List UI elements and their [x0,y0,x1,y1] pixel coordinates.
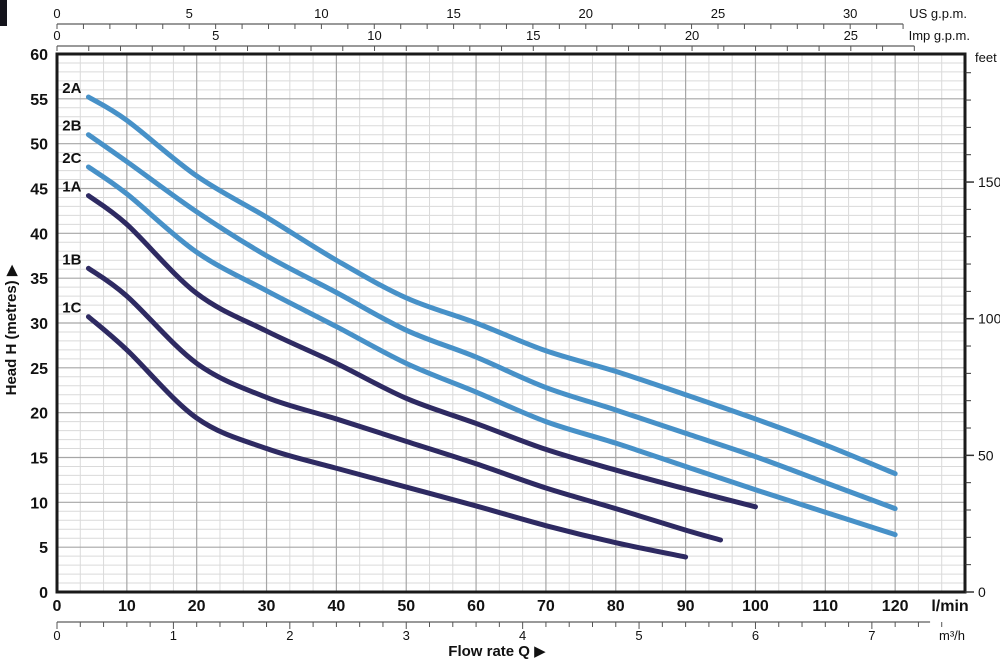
lmin-tick-label: 20 [188,598,206,615]
us-gpm-tick-label: 30 [843,6,857,21]
m3h-tick-label: 7 [868,628,875,643]
curve-1C [85,314,689,560]
curve-label-1B: 1B [62,251,81,268]
lmin-tick-label: 60 [467,598,485,615]
us-gpm-tick-label: 20 [579,6,593,21]
imp-gpm-tick-label: 10 [367,28,381,43]
metres-tick-label: 40 [30,226,48,243]
imp-gpm-tick-label: 20 [685,28,699,43]
curve-label-2A: 2A [62,80,81,97]
metres-tick-label: 15 [30,451,48,468]
curve-label-2C: 2C [62,150,81,167]
screen-artifact [0,0,7,26]
imp-gpm-tick-label: 25 [844,28,858,43]
feet-tick-label: 50 [978,447,994,463]
imp-gpm-axis-title: Imp g.p.m. [909,28,970,43]
metres-tick-label: 5 [39,540,48,557]
feet-tick-label: 150 [978,174,1000,190]
lmin-tick-label: 30 [258,598,276,615]
y-axis-title: Head H (metres) ▶ [3,264,20,395]
imp-gpm-tick-label: 15 [526,28,540,43]
m3h-tick-label: 0 [53,628,60,643]
us-gpm-tick-label: 0 [53,6,60,21]
metres-tick-label: 45 [30,182,48,199]
us-gpm-tick-label: 5 [186,6,193,21]
m3h-tick-label: 5 [635,628,642,643]
lmin-tick-label: 0 [53,598,62,615]
curve-2C [85,164,898,538]
lmin-tick-label: 80 [607,598,625,615]
us-gpm-tick-label: 15 [446,6,460,21]
lmin-tick-label: 120 [882,598,909,615]
m3h-tick-label: 3 [403,628,410,643]
lmin-tick-label: 10 [118,598,136,615]
feet-tick-label: 0 [978,584,986,600]
curve-label-1C: 1C [62,300,81,317]
m3h-tick-label: 1 [170,628,177,643]
curve-label-2B: 2B [62,118,81,135]
imp-gpm-tick-label: 5 [212,28,219,43]
curve-2A [85,94,898,477]
lmin-tick-label: 110 [812,598,838,615]
curve-2B [85,132,898,512]
metres-tick-label: 35 [30,271,48,288]
feet-axis-title: feet [975,50,997,65]
m3h-axis-title: m³/h [939,628,965,643]
us-gpm-tick-label: 10 [314,6,328,21]
curve-1B [85,265,724,543]
metres-tick-label: 0 [39,585,48,602]
metres-tick-label: 20 [30,406,48,423]
imp-gpm-tick-label: 0 [53,28,60,43]
metres-tick-label: 30 [30,316,48,333]
us-gpm-tick-label: 25 [711,6,725,21]
metres-tick-label: 25 [30,361,48,378]
lmin-axis-title: l/min [931,598,968,615]
lmin-tick-label: 100 [742,598,769,615]
x-axis-title: Flow rate Q ▶ [448,643,546,660]
metres-tick-label: 50 [30,137,48,154]
lmin-tick-label: 40 [327,598,345,615]
us-gpm-axis-title: US g.p.m. [909,6,967,21]
lmin-tick-label: 90 [677,598,695,615]
metres-tick-label: 10 [30,495,48,512]
curve-label-1A: 1A [62,179,81,196]
feet-tick-label: 100 [978,311,1000,327]
metres-tick-label: 60 [30,47,48,64]
m3h-tick-label: 6 [752,628,759,643]
plot-border [55,52,967,594]
m3h-tick-label: 4 [519,628,526,643]
curve-1A [85,193,758,510]
metres-tick-label: 55 [30,92,48,109]
m3h-tick-label: 2 [286,628,293,643]
lmin-tick-label: 70 [537,598,555,615]
lmin-tick-label: 50 [397,598,415,615]
